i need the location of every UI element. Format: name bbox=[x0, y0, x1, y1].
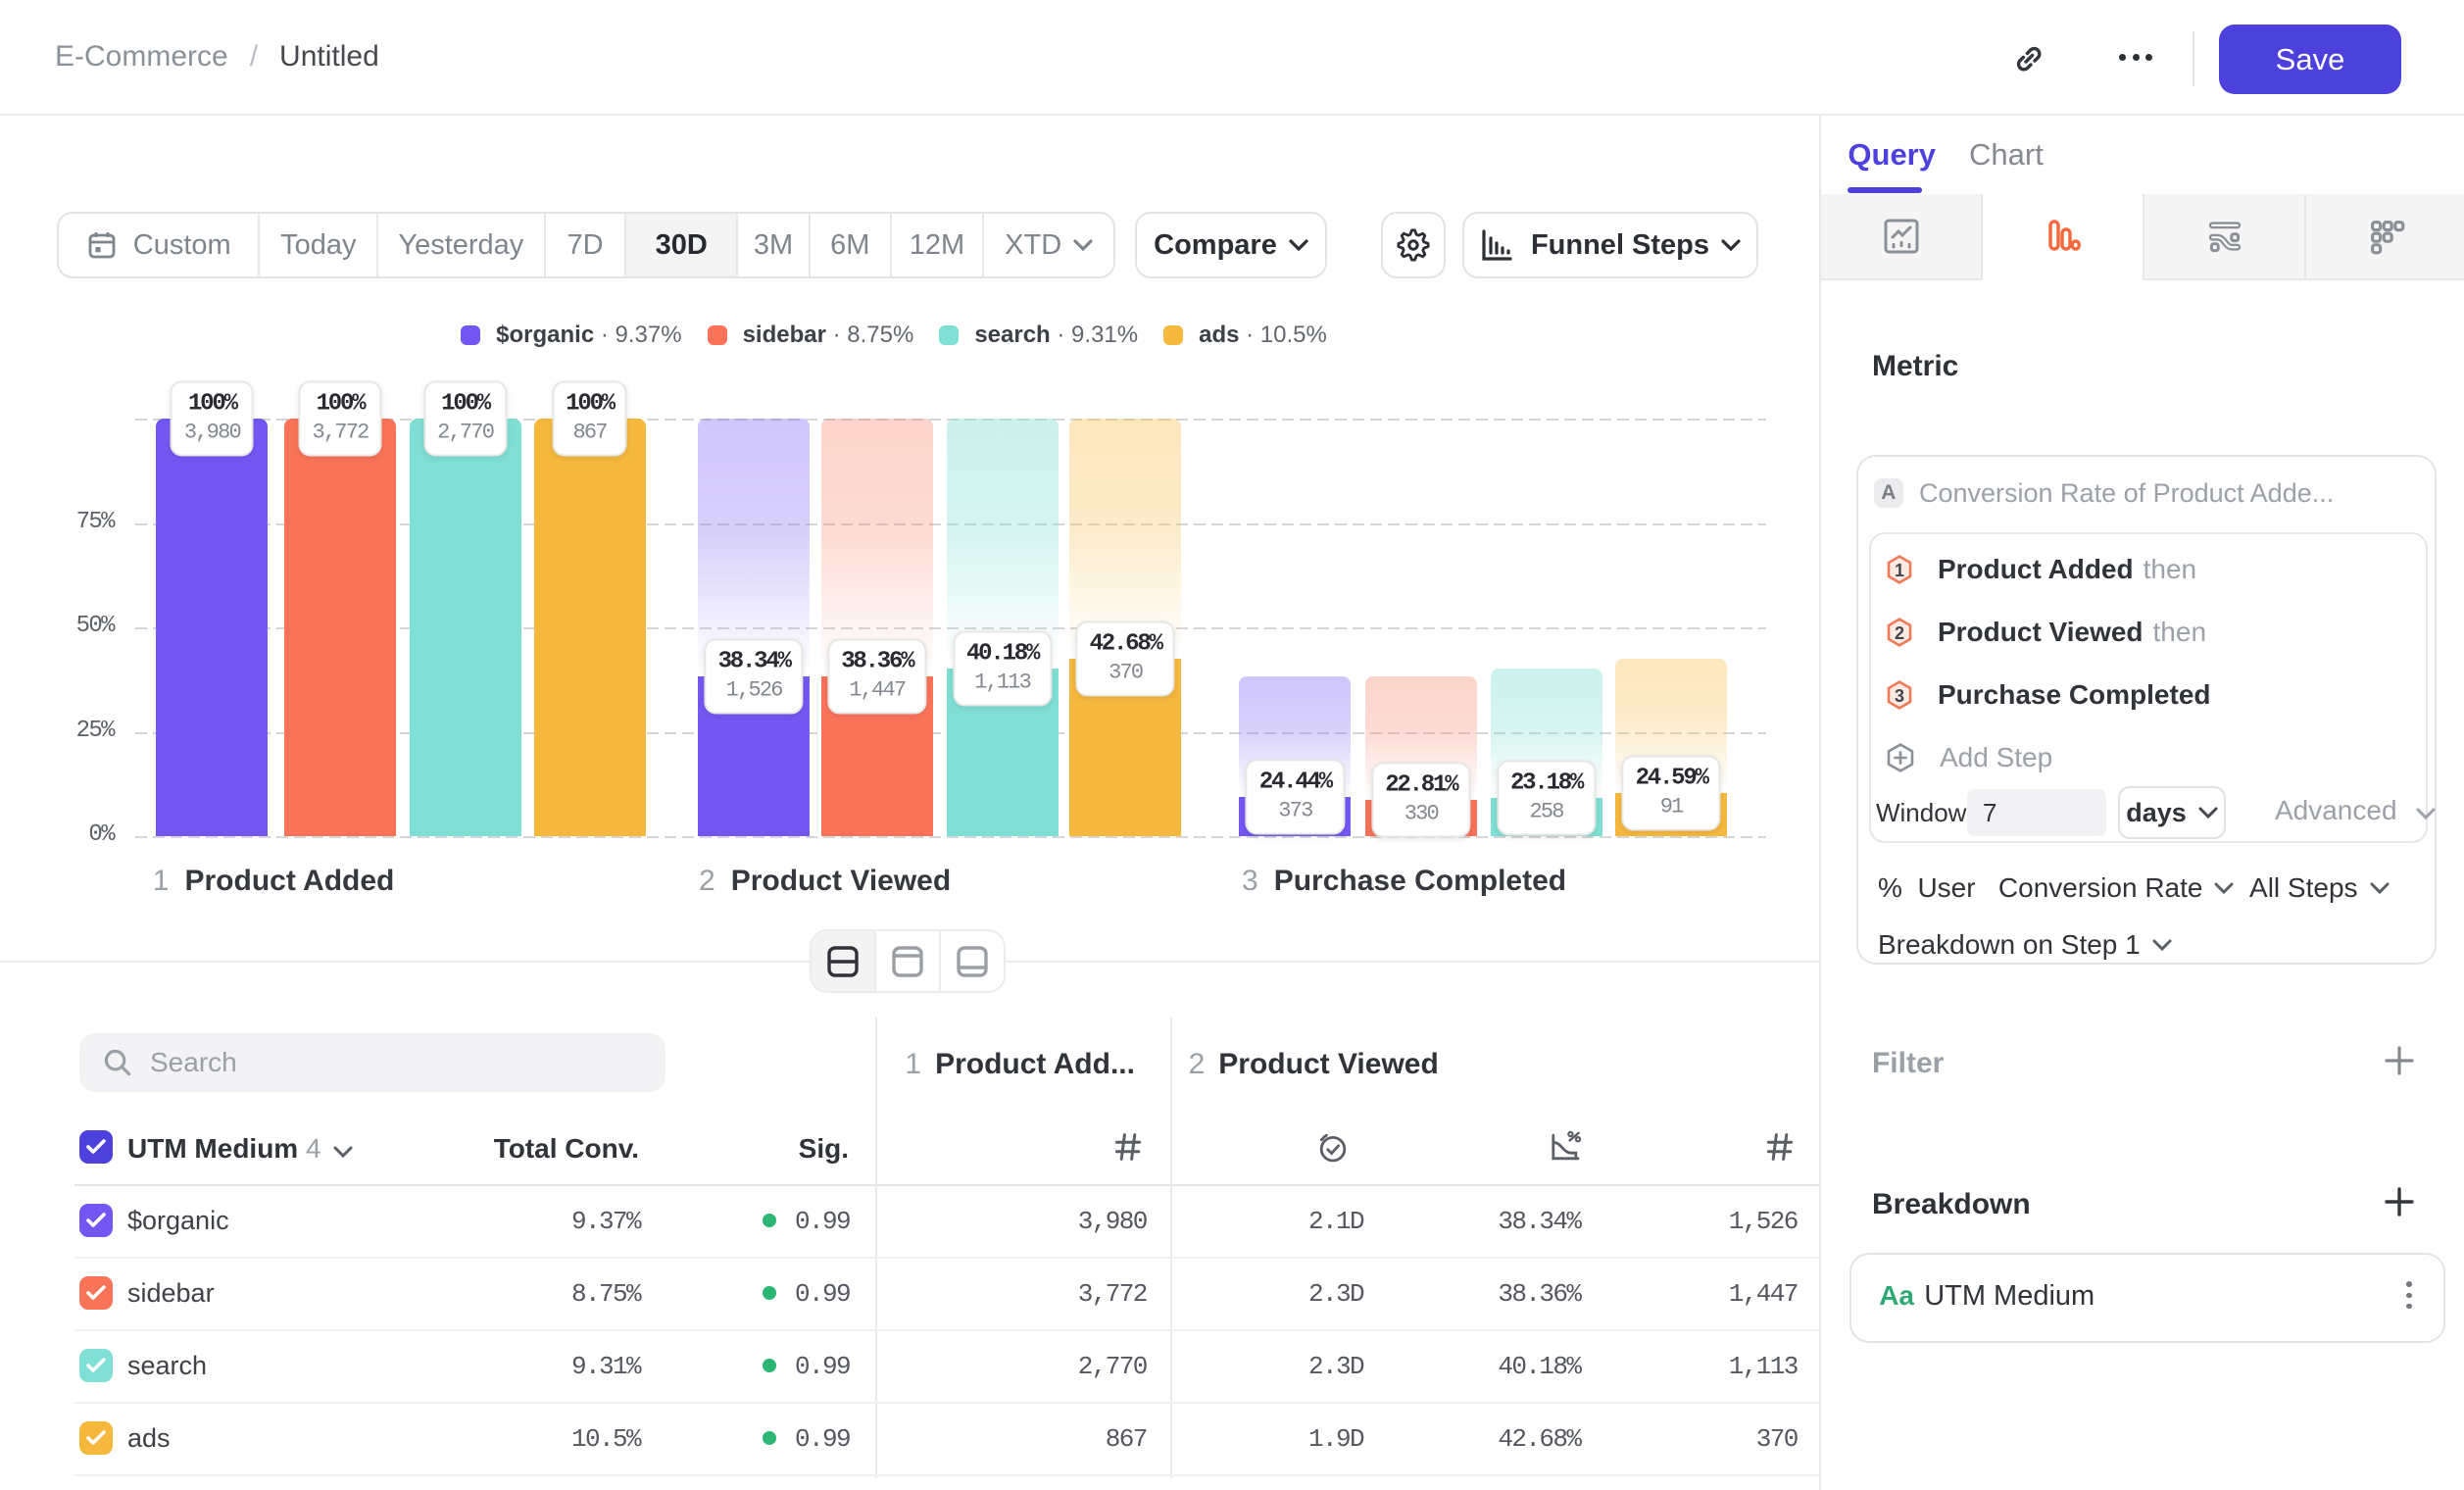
svg-text:3: 3 bbox=[1895, 686, 1904, 706]
svg-text:1: 1 bbox=[1895, 561, 1904, 580]
svg-text:2: 2 bbox=[1895, 623, 1904, 643]
